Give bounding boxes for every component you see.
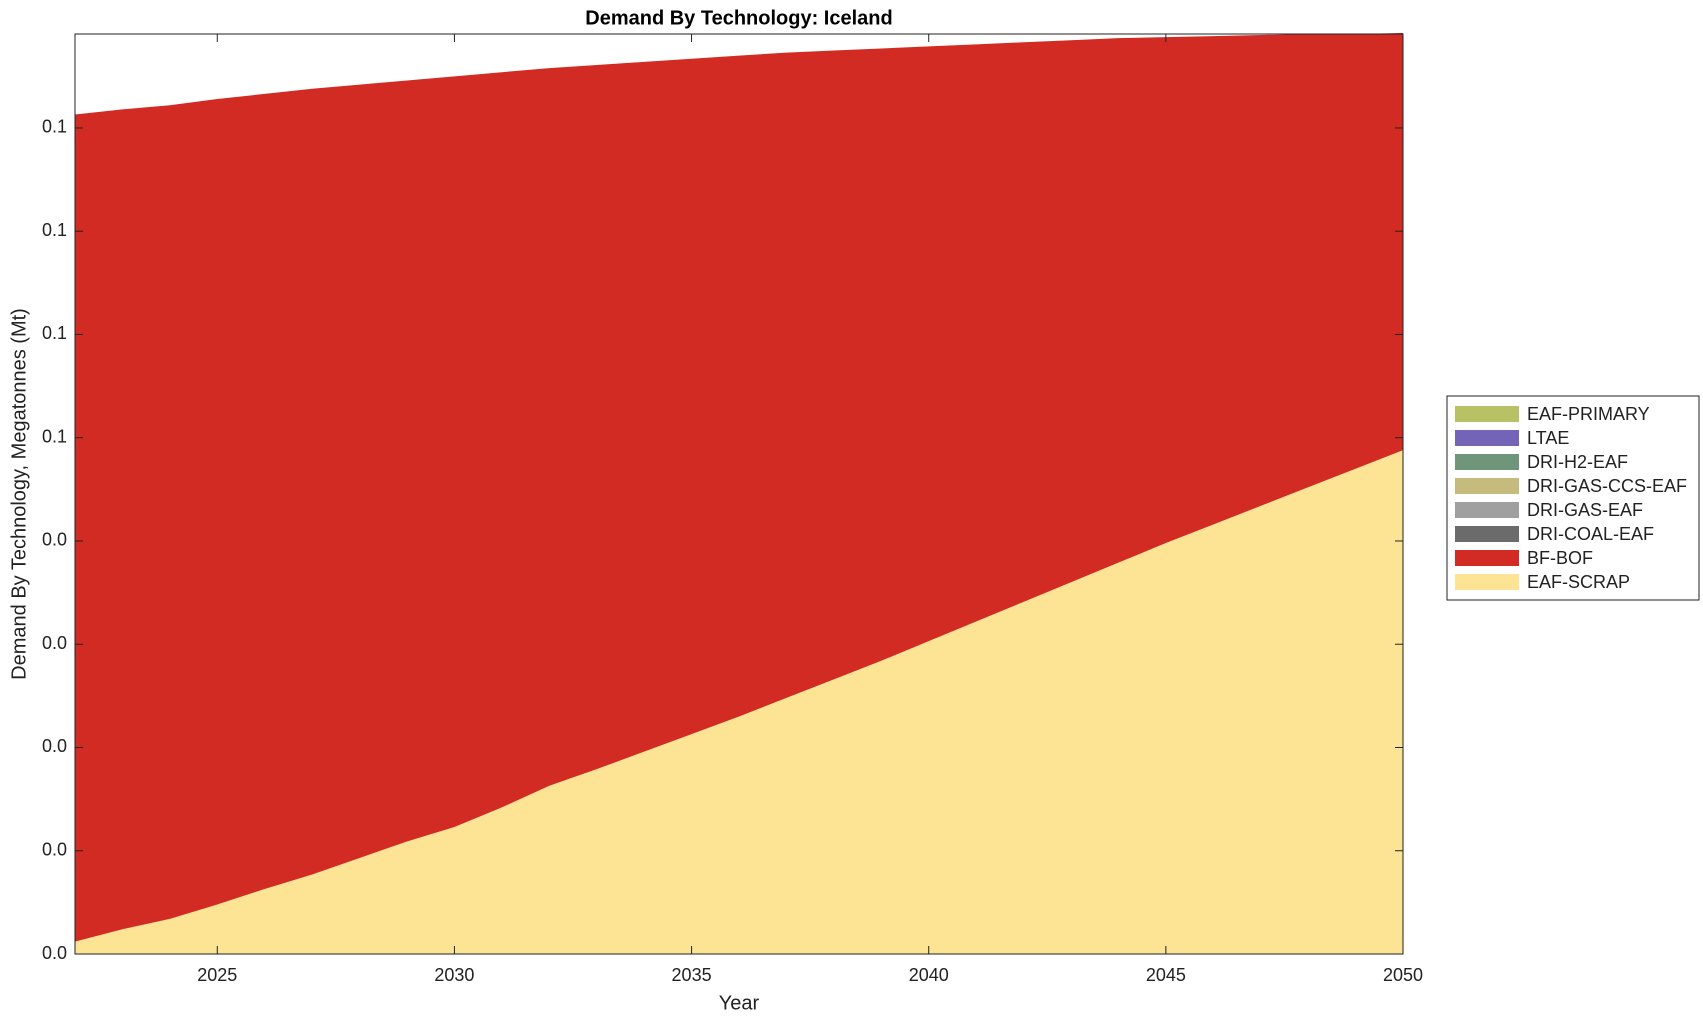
y-tick-label: 0.0 xyxy=(42,839,67,859)
x-tick-label: 2030 xyxy=(434,965,474,985)
y-tick-label: 0.1 xyxy=(42,426,67,446)
legend-label: DRI-GAS-EAF xyxy=(1527,500,1643,520)
y-tick-label: 0.0 xyxy=(42,530,67,550)
area xyxy=(75,450,1403,954)
x-axis-label: Year xyxy=(719,992,760,1014)
x-tick-label: 2035 xyxy=(672,965,712,985)
x-tick-label: 2025 xyxy=(197,965,237,985)
area xyxy=(75,32,1403,942)
legend-label: DRI-GAS-CCS-EAF xyxy=(1527,476,1687,496)
legend-label: BF-BOF xyxy=(1527,548,1593,568)
x-tick-label: 2040 xyxy=(909,965,949,985)
legend-swatch xyxy=(1455,502,1519,518)
plot-frame xyxy=(74,33,1404,955)
legend-swatch xyxy=(1455,550,1519,566)
legend-swatch xyxy=(1455,454,1519,470)
legend-label: EAF-PRIMARY xyxy=(1527,404,1650,424)
y-tick-label: 0.1 xyxy=(42,117,67,137)
legend-swatch xyxy=(1455,478,1519,494)
legend-label: DRI-COAL-EAF xyxy=(1527,524,1654,544)
y-tick-label: 0.1 xyxy=(42,220,67,240)
legend-swatch xyxy=(1455,430,1519,446)
chart-title: Demand By Technology: Iceland xyxy=(585,7,892,29)
legend-box xyxy=(1446,395,1700,601)
y-tick-label: 0.0 xyxy=(42,736,67,756)
legend-swatch xyxy=(1455,526,1519,542)
legend-label: EAF-SCRAP xyxy=(1527,572,1630,592)
legend-label: DRI-H2-EAF xyxy=(1527,452,1628,472)
legend-swatch xyxy=(1455,406,1519,422)
y-tick-label: 0.1 xyxy=(42,323,67,343)
y-tick-label: 0.0 xyxy=(42,943,67,963)
y-axis-label: Demand By Technology, Megatonnes (Mt) xyxy=(8,308,30,680)
x-tick-label: 2045 xyxy=(1146,965,1186,985)
x-tick-label: 2050 xyxy=(1383,965,1423,985)
legend-label: LTAE xyxy=(1527,428,1569,448)
legend-swatch xyxy=(1455,574,1519,590)
y-tick-label: 0.0 xyxy=(42,633,67,653)
